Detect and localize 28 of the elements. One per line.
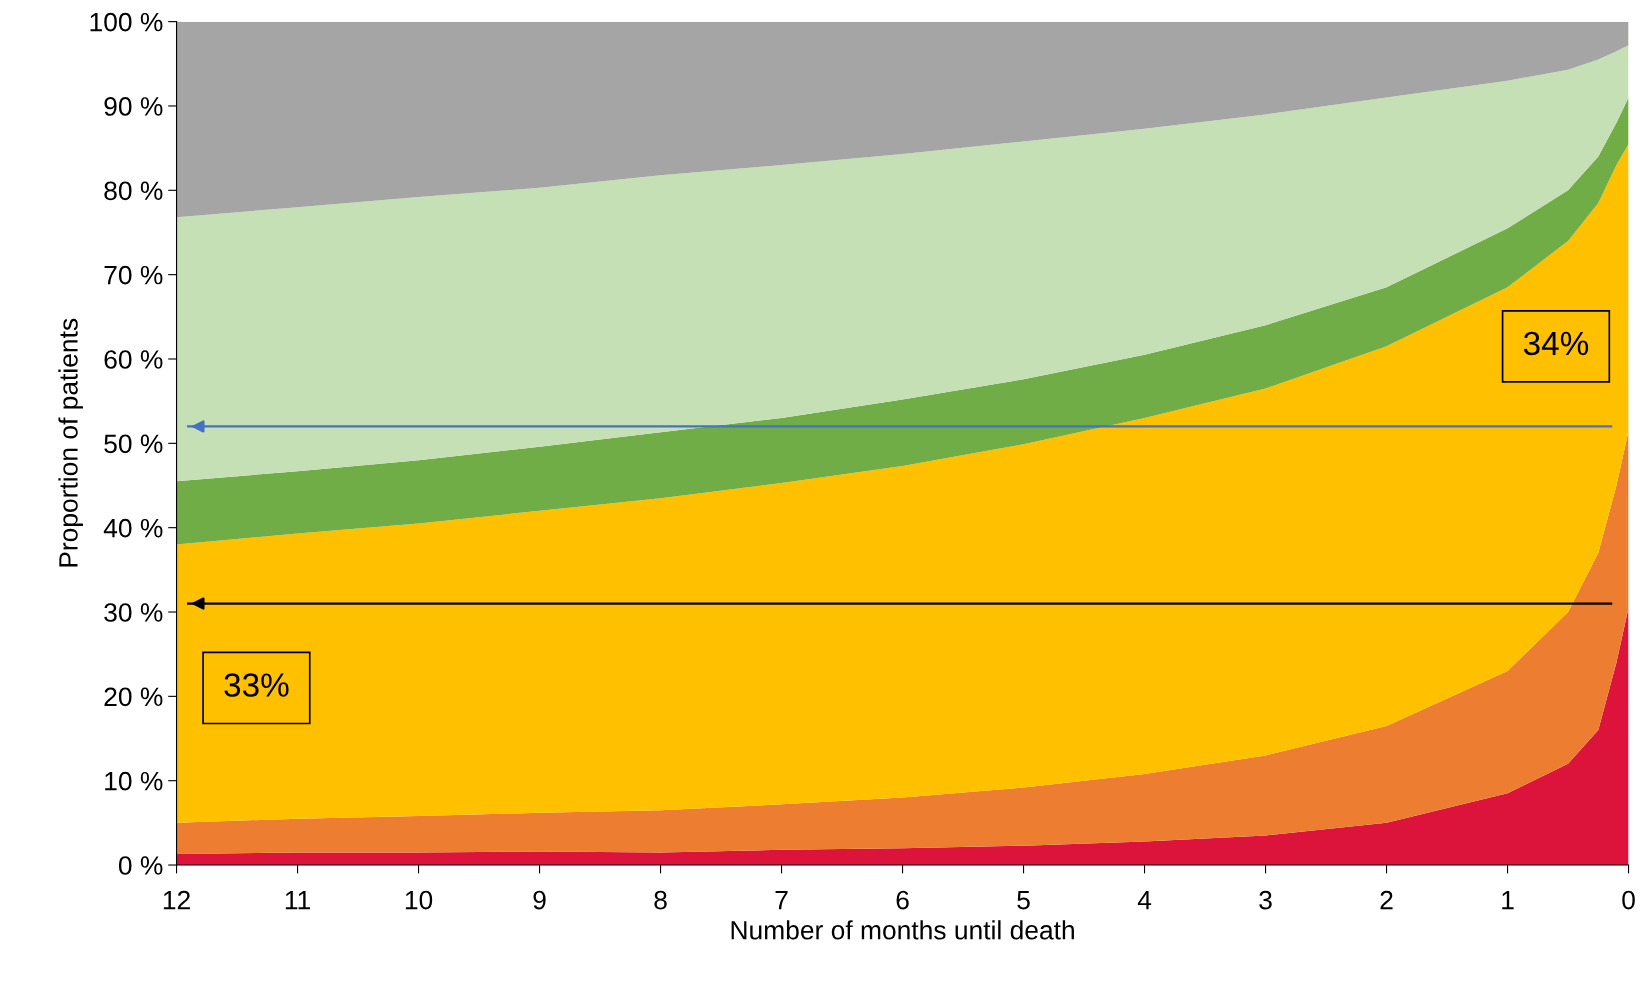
x-tick-label: 0 xyxy=(1622,890,1635,910)
y-tick-label: 80 % xyxy=(104,181,163,201)
x-tick-label: 10 xyxy=(405,890,433,910)
y-tick-label: 20 % xyxy=(104,687,163,707)
x-tick-label: 3 xyxy=(1259,890,1272,910)
y-tick-label: 50 % xyxy=(104,434,163,454)
y-tick-label: 90 % xyxy=(104,97,163,116)
x-tick-label: 4 xyxy=(1137,891,1152,910)
x-tick-label: 7 xyxy=(775,891,788,910)
x-tick-label: 5 xyxy=(1017,891,1030,910)
x-tick-label: 6 xyxy=(896,890,909,910)
x-tick-label: 11 xyxy=(285,891,310,910)
annotation: 34% xyxy=(1523,331,1589,356)
x-tick-label: 9 xyxy=(533,890,546,910)
y-tick-label: 70 % xyxy=(104,265,163,285)
x-tick-label: 8 xyxy=(654,890,667,910)
y-axis-title: Proportion of patients xyxy=(58,318,83,567)
y-tick-label: 60 % xyxy=(104,350,163,369)
annotation: 33% xyxy=(224,673,289,697)
y-tick-label: 10 % xyxy=(105,771,163,791)
x-axis-title: Number of months until death xyxy=(731,920,1074,940)
y-tick-label: 0 % xyxy=(118,856,163,875)
y-tick-label: 30 % xyxy=(104,603,163,622)
x-tick-label: 12 xyxy=(163,890,190,910)
x-tick-label: 2 xyxy=(1380,890,1393,910)
x-tick-label: 1 xyxy=(1502,891,1514,910)
y-tick-label: 40 % xyxy=(103,518,163,538)
y-tick-label: 100 % xyxy=(90,12,163,32)
